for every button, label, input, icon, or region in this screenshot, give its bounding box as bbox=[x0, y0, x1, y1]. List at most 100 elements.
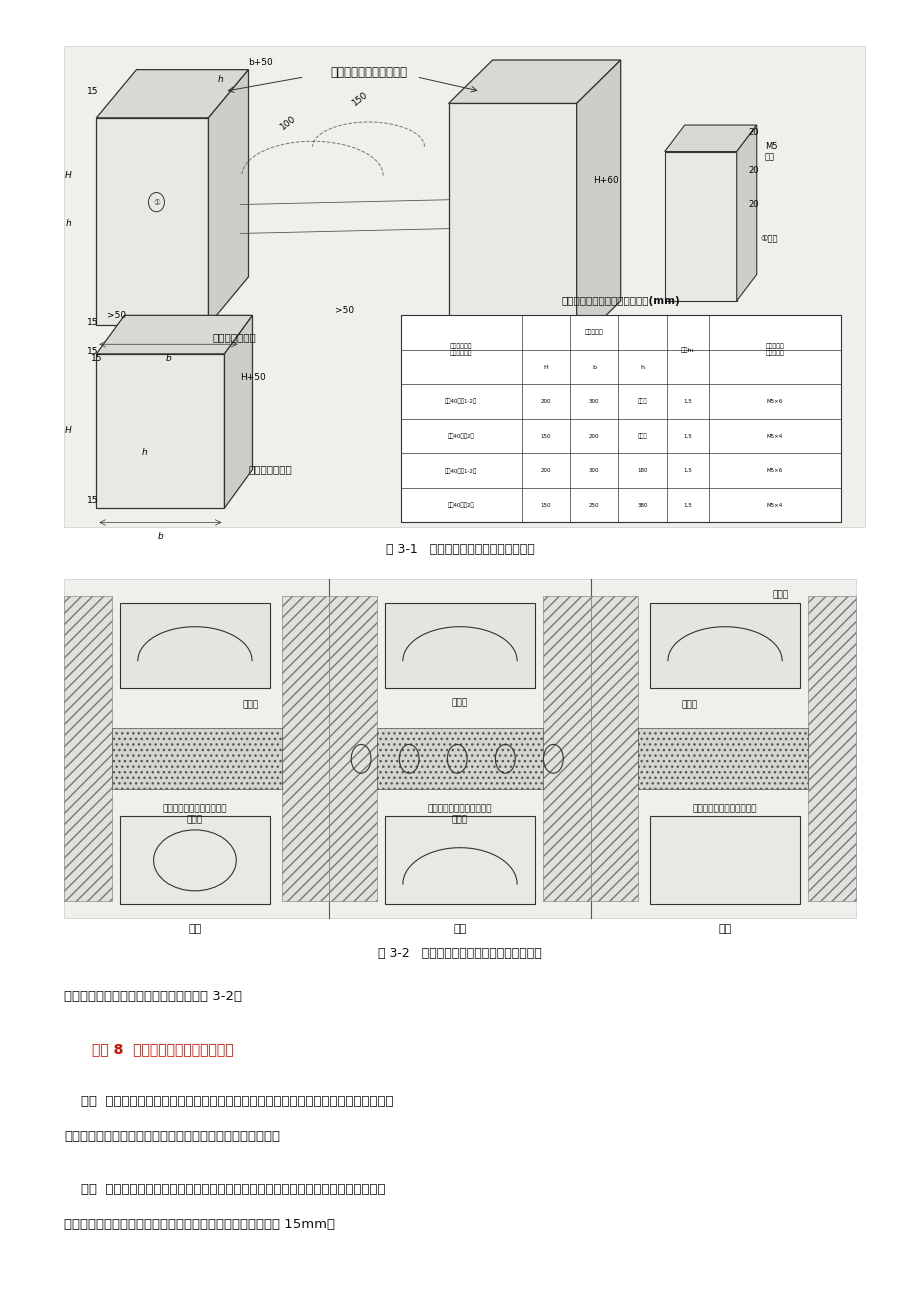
Text: 一式40以下1-2支: 一式40以下1-2支 bbox=[445, 467, 477, 474]
Polygon shape bbox=[96, 315, 252, 354]
Polygon shape bbox=[96, 118, 209, 326]
Text: 二式40以下2支: 二式40以下2支 bbox=[448, 434, 474, 439]
Text: 15: 15 bbox=[91, 354, 102, 363]
Polygon shape bbox=[664, 125, 756, 151]
Text: 15: 15 bbox=[86, 87, 98, 96]
Text: 一式40以下2支: 一式40以下2支 bbox=[448, 503, 474, 508]
Bar bbox=[64, 579, 855, 918]
Text: 15: 15 bbox=[86, 346, 98, 355]
Text: 每侧入箱电线
管规格和数量: 每侧入箱电线 管规格和数量 bbox=[449, 344, 471, 355]
Bar bbox=[400, 315, 840, 522]
Text: 平面: 平面 bbox=[718, 924, 731, 935]
Text: H: H bbox=[65, 171, 72, 180]
Text: 180: 180 bbox=[637, 469, 647, 473]
Text: 二式接线箱在地板上（下）
部做法: 二式接线箱在地板上（下） 部做法 bbox=[163, 805, 227, 824]
Text: >50: >50 bbox=[107, 311, 126, 320]
Text: 根据伸缩沉降缝宽度决定: 根据伸缩沉降缝宽度决定 bbox=[330, 65, 406, 78]
Text: 二式接线箱做法: 二式接线箱做法 bbox=[248, 465, 292, 474]
Text: H+60: H+60 bbox=[592, 176, 618, 185]
Text: 20: 20 bbox=[748, 128, 758, 137]
Text: 150: 150 bbox=[540, 503, 550, 508]
Text: 电线管与接线箱配用规格尺寸表(mm): 电线管与接线箱配用规格尺寸表(mm) bbox=[561, 296, 679, 306]
Text: 1.5: 1.5 bbox=[683, 503, 691, 508]
Text: 接地线: 接地线 bbox=[243, 700, 258, 710]
Text: 箱厚h₁: 箱厚h₁ bbox=[680, 348, 694, 353]
Text: 15: 15 bbox=[86, 496, 98, 505]
Text: h: h bbox=[142, 448, 147, 457]
Polygon shape bbox=[96, 69, 248, 118]
Bar bbox=[590, 596, 638, 901]
Polygon shape bbox=[576, 60, 620, 344]
Text: 接线箱规格: 接线箱规格 bbox=[584, 329, 603, 336]
Text: M5×6: M5×6 bbox=[766, 400, 782, 404]
Text: 同墙厚: 同墙厚 bbox=[637, 434, 647, 439]
Bar bbox=[64, 46, 864, 527]
Text: 300: 300 bbox=[588, 469, 599, 473]
Text: 二式40以下1-2支: 二式40以下1-2支 bbox=[445, 398, 477, 405]
Text: 平面: 平面 bbox=[188, 924, 201, 935]
Bar bbox=[119, 816, 270, 905]
Text: 1.5: 1.5 bbox=[683, 469, 691, 473]
Polygon shape bbox=[448, 103, 576, 344]
Bar bbox=[649, 816, 800, 905]
Bar bbox=[542, 596, 590, 901]
Bar bbox=[807, 596, 855, 901]
Text: H: H bbox=[65, 427, 72, 435]
Text: h: h bbox=[640, 365, 644, 370]
Text: 暗配管线过建筑物伸缩沉降缝时做法见图 3-2。: 暗配管线过建筑物伸缩沉降缝时做法见图 3-2。 bbox=[64, 990, 242, 1003]
Text: b: b bbox=[509, 368, 515, 378]
Polygon shape bbox=[209, 69, 248, 326]
Polygon shape bbox=[96, 354, 224, 508]
Text: 开长孔: 开长孔 bbox=[772, 590, 788, 599]
Bar bbox=[112, 728, 282, 789]
Text: h: h bbox=[65, 219, 71, 228]
Text: 图 3-1   建筑物伸缩沉降缝处接线箱做法: 图 3-1 建筑物伸缩沉降缝处接线箱做法 bbox=[385, 543, 534, 556]
Text: 200: 200 bbox=[540, 469, 550, 473]
Text: h: h bbox=[218, 74, 223, 83]
Text: ①: ① bbox=[153, 198, 160, 207]
Text: 禁忌 8  暗敷管的保护层厚度不够。: 禁忌 8 暗敷管的保护层厚度不够。 bbox=[92, 1042, 233, 1056]
Text: 一式接线箱在地板上（下）
部做法: 一式接线箱在地板上（下） 部做法 bbox=[427, 805, 492, 824]
Text: 300: 300 bbox=[588, 400, 599, 404]
Text: 图 3-2   暗配管线过建筑物伸缩沉降缝时做法: 图 3-2 暗配管线过建筑物伸缩沉降缝时做法 bbox=[378, 947, 541, 960]
Bar bbox=[329, 596, 377, 901]
Polygon shape bbox=[664, 151, 736, 301]
Text: 250: 250 bbox=[588, 503, 599, 508]
Polygon shape bbox=[736, 125, 756, 301]
Text: M5×6: M5×6 bbox=[766, 469, 782, 473]
Text: 20: 20 bbox=[748, 201, 758, 210]
Text: 同墙厚: 同墙厚 bbox=[637, 398, 647, 405]
Text: 200: 200 bbox=[588, 434, 599, 439]
Bar bbox=[64, 596, 112, 901]
Bar bbox=[119, 603, 270, 687]
Text: 措施  当线路暗配时，电线保护管宜沿最近的路线敷设，并应减少弯曲，埋入建筑物、: 措施 当线路暗配时，电线保护管宜沿最近的路线敷设，并应减少弯曲，埋入建筑物、 bbox=[64, 1184, 385, 1195]
Text: 构筑物内的电线保护管与建筑物、构筑物表面的距离不应小于 15mm。: 构筑物内的电线保护管与建筑物、构筑物表面的距离不应小于 15mm。 bbox=[64, 1219, 335, 1230]
Bar bbox=[282, 596, 329, 901]
Text: 接地线: 接地线 bbox=[451, 698, 468, 707]
Text: 150: 150 bbox=[540, 434, 550, 439]
Text: ①节点: ①节点 bbox=[760, 234, 777, 242]
Polygon shape bbox=[448, 60, 620, 103]
Text: b: b bbox=[165, 354, 171, 363]
Text: H+50: H+50 bbox=[240, 374, 266, 383]
Text: 20: 20 bbox=[748, 167, 758, 176]
Text: 一式接线箱做法: 一式接线箱做法 bbox=[212, 332, 256, 342]
Text: 150: 150 bbox=[351, 90, 369, 108]
Text: 固定盖板螺
钉规格数量: 固定盖板螺 钉规格数量 bbox=[765, 344, 783, 355]
Bar bbox=[649, 603, 800, 687]
Text: b: b bbox=[592, 365, 596, 370]
Text: H: H bbox=[543, 365, 548, 370]
Text: M5
丝孔: M5 丝孔 bbox=[764, 142, 777, 161]
Text: 1.5: 1.5 bbox=[683, 434, 691, 439]
Text: >50: >50 bbox=[335, 306, 354, 315]
Polygon shape bbox=[224, 315, 252, 508]
Text: b+50: b+50 bbox=[248, 57, 273, 66]
Bar bbox=[377, 728, 542, 789]
Text: 普通接线箱在地板上部做法: 普通接线箱在地板上部做法 bbox=[692, 805, 756, 814]
Text: 平面: 平面 bbox=[453, 924, 466, 935]
Bar bbox=[638, 728, 807, 789]
Text: 接地线: 接地线 bbox=[681, 700, 697, 710]
Text: M5×4: M5×4 bbox=[766, 503, 782, 508]
Text: 后果  暗敷管当保护层过薄时，电线管有可能露出抹灰层或者因锈蚀造成的抹灰面脱落，: 后果 暗敷管当保护层过薄时，电线管有可能露出抹灰层或者因锈蚀造成的抹灰面脱落， bbox=[64, 1095, 393, 1108]
Text: 15: 15 bbox=[86, 318, 98, 327]
